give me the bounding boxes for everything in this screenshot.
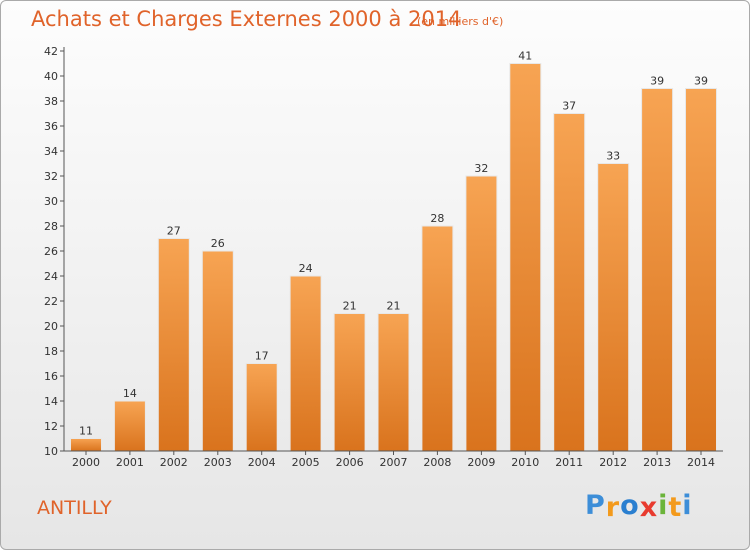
bar-2007 <box>377 313 410 452</box>
x-tick-label-2014: 2014 <box>687 456 715 469</box>
bar-2012 <box>597 163 630 452</box>
bars-group: 11 14 27 26 17 24 21 21 28 32 41 37 33 39 39 <box>70 50 717 452</box>
x-tick-label-2010: 2010 <box>511 456 539 469</box>
bar-2000 <box>70 438 102 452</box>
x-tick-label-2001: 2001 <box>116 456 144 469</box>
logo-letter: t <box>668 492 683 523</box>
y-tick-label-42: 42 <box>44 45 58 58</box>
data-label-2009: 32 <box>474 162 488 175</box>
data-label-2003: 26 <box>211 237 225 250</box>
bar-2002 <box>157 238 190 452</box>
data-label-2011: 37 <box>562 100 576 113</box>
bar-2011 <box>553 113 586 452</box>
y-tick-label-34: 34 <box>44 145 58 158</box>
logo-letter: o <box>620 490 640 521</box>
x-tick-label-2008: 2008 <box>423 456 451 469</box>
x-tick-label-2009: 2009 <box>467 456 495 469</box>
bar-2004 <box>245 363 278 452</box>
x-tick-label-2004: 2004 <box>248 456 276 469</box>
x-tick-label-2005: 2005 <box>292 456 320 469</box>
y-tick-label-36: 36 <box>44 120 58 133</box>
data-label-2002: 27 <box>167 225 181 238</box>
x-tick-label-2011: 2011 <box>555 456 583 469</box>
data-label-2005: 24 <box>299 262 313 275</box>
data-label-2001: 14 <box>123 387 137 400</box>
data-label-2014: 39 <box>694 75 708 88</box>
x-tick-label-2012: 2012 <box>599 456 627 469</box>
y-tick-label-26: 26 <box>44 245 58 258</box>
bar-2006 <box>333 313 366 452</box>
x-tick-label-2003: 2003 <box>204 456 232 469</box>
bar-2008 <box>421 225 454 452</box>
bar-2013 <box>641 88 674 452</box>
y-tick-label-28: 28 <box>44 220 58 233</box>
chart-title: Achats et Charges Externes 2000 à 2014 <box>31 7 462 31</box>
unit-note: (en milliers d'€) <box>417 15 504 28</box>
y-tick-label-30: 30 <box>44 195 58 208</box>
x-tick-label-2002: 2002 <box>160 456 188 469</box>
data-label-2007: 21 <box>387 300 401 313</box>
y-tick-label-22: 22 <box>44 295 58 308</box>
x-tick-label-2006: 2006 <box>336 456 364 469</box>
y-tick-label-32: 32 <box>44 170 58 183</box>
y-tick-label-38: 38 <box>44 95 58 108</box>
bar-2010 <box>509 63 542 452</box>
y-tick-label-20: 20 <box>44 320 58 333</box>
bar-2009 <box>465 175 498 452</box>
x-tick-label-2007: 2007 <box>380 456 408 469</box>
y-tick-label-10: 10 <box>44 445 58 458</box>
y-tick-label-18: 18 <box>44 345 58 358</box>
bar-2005 <box>289 275 322 452</box>
y-tick-label-12: 12 <box>44 420 58 433</box>
proxiti-logo: Proxiti <box>585 490 693 523</box>
data-label-2000: 11 <box>79 425 93 438</box>
logo-letter: P <box>585 490 606 521</box>
data-label-2010: 41 <box>518 50 532 63</box>
y-tick-label-14: 14 <box>44 395 58 408</box>
data-label-2006: 21 <box>343 300 357 313</box>
y-tick-label-24: 24 <box>44 270 58 283</box>
logo-letter: x <box>639 492 659 523</box>
logo-letter: i <box>658 490 669 521</box>
data-label-2013: 39 <box>650 75 664 88</box>
data-label-2012: 33 <box>606 150 620 163</box>
bar-2014 <box>685 88 717 452</box>
bar-2001 <box>113 400 146 452</box>
y-tick-label-16: 16 <box>44 370 58 383</box>
y-tick-label-40: 40 <box>44 70 58 83</box>
data-label-2004: 17 <box>255 350 269 363</box>
x-tick-label-2000: 2000 <box>72 456 100 469</box>
bar-2003 <box>201 250 234 452</box>
logo-letter: i <box>682 490 693 521</box>
logo-letter: r <box>605 492 621 523</box>
x-tick-label-2013: 2013 <box>643 456 671 469</box>
axes-group: 2000 2001 2002 2003 2004 2005 2006 2007 2008 2009… <box>44 45 723 469</box>
commune-name: ANTILLY <box>37 497 112 519</box>
data-label-2008: 28 <box>430 212 444 225</box>
